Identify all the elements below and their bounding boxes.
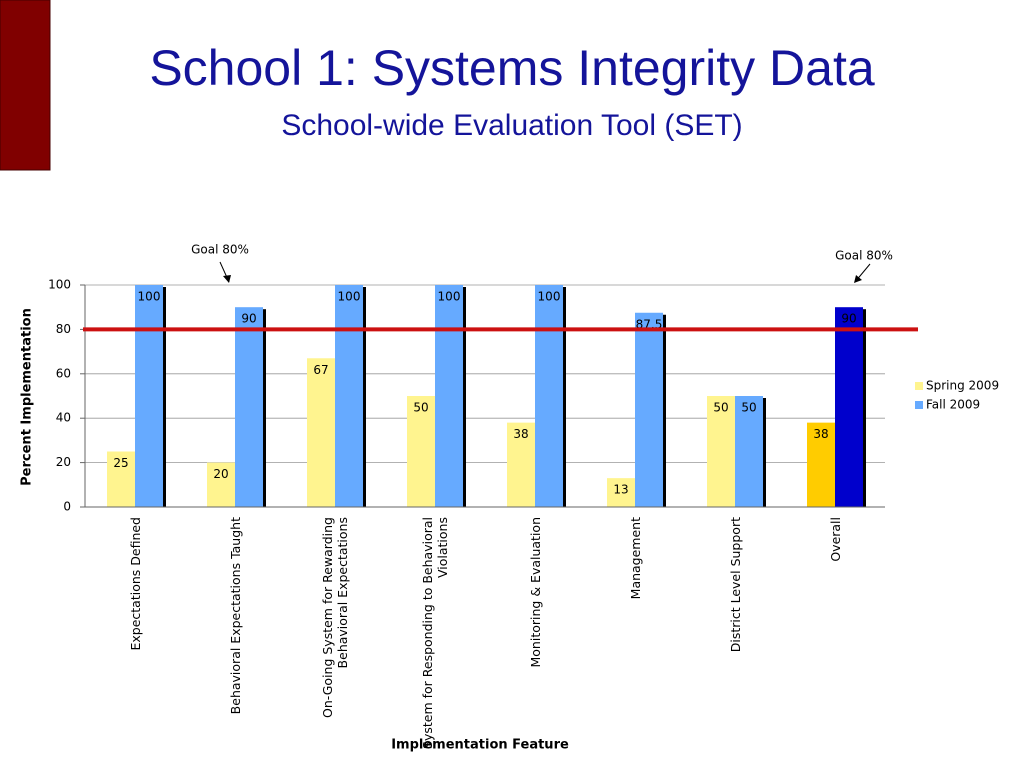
bar-shadow	[763, 398, 766, 507]
bar	[635, 312, 663, 507]
bar	[535, 285, 563, 507]
data-label: 50	[741, 401, 756, 415]
bar	[507, 422, 535, 507]
goal-annotation: Goal 80%	[835, 249, 893, 263]
goal-arrowhead	[223, 275, 231, 283]
bar	[735, 396, 763, 507]
x-tick-label: District Level Support	[727, 517, 743, 653]
bar	[607, 478, 635, 507]
data-label: 90	[841, 312, 856, 326]
data-label: 50	[713, 401, 728, 415]
data-label: 38	[513, 427, 528, 441]
data-label: 100	[438, 290, 461, 304]
data-label: 100	[338, 290, 361, 304]
data-label: 13	[613, 483, 628, 497]
bar-shadow	[563, 287, 566, 507]
y-axis-title: Percent Implementation	[20, 308, 35, 486]
x-tick-label: On-Going System for Rewarding Behavioral…	[320, 517, 350, 718]
legend-label: Fall 2009	[926, 398, 980, 412]
x-tick-label: Behavioral Expectations Taught	[227, 517, 243, 715]
x-tick-label: Overall	[827, 517, 843, 562]
bar-shadow	[663, 314, 666, 507]
x-tick-label: Monitoring & Evaluation	[527, 517, 543, 668]
chart-title: School 1: Systems Integrity Data	[149, 40, 875, 96]
data-label: 67	[313, 363, 328, 377]
bar	[435, 285, 463, 507]
data-label: 100	[138, 290, 161, 304]
bar	[135, 285, 163, 507]
goal-annotation: Goal 80%	[191, 243, 249, 257]
chart-subtitle: School-wide Evaluation Tool (SET)	[281, 109, 742, 142]
legend-label: Spring 2009	[926, 379, 999, 393]
annotation-box	[185, 238, 265, 252]
x-axis-title: Implementation Feature	[391, 738, 569, 753]
bar-shadow	[263, 309, 266, 507]
bar	[335, 285, 363, 507]
bar-shadow	[863, 309, 866, 507]
y-tick-label: 40	[56, 411, 71, 425]
data-label: 90	[241, 312, 256, 326]
y-tick-label: 20	[56, 455, 71, 469]
bar	[307, 358, 335, 507]
bar	[235, 307, 263, 507]
data-label: 25	[113, 456, 128, 470]
y-tick-label: 100	[48, 278, 71, 292]
x-tick-label: System for Responding to Behavioral Viol…	[420, 517, 450, 749]
data-label: 100	[538, 290, 561, 304]
bar	[207, 462, 235, 507]
bar	[835, 307, 863, 507]
data-label: 50	[413, 401, 428, 415]
legend-swatch	[915, 382, 923, 390]
bar	[707, 396, 735, 507]
x-tick-label: Expectations Defined	[127, 517, 143, 651]
data-label: 38	[813, 427, 828, 441]
y-tick-label: 60	[56, 366, 71, 380]
bar	[407, 396, 435, 507]
y-tick-label: 0	[63, 500, 71, 514]
bar	[107, 451, 135, 507]
accent-bar	[0, 0, 51, 171]
x-tick-label: Management	[627, 517, 643, 600]
y-tick-label: 80	[56, 322, 71, 336]
legend-swatch	[915, 401, 923, 409]
bar-shadow	[163, 287, 166, 507]
data-label: 20	[213, 467, 228, 481]
bar	[807, 422, 835, 507]
goal-arrowhead	[854, 275, 862, 283]
bar-shadow	[463, 287, 466, 507]
bar-shadow	[363, 287, 366, 507]
